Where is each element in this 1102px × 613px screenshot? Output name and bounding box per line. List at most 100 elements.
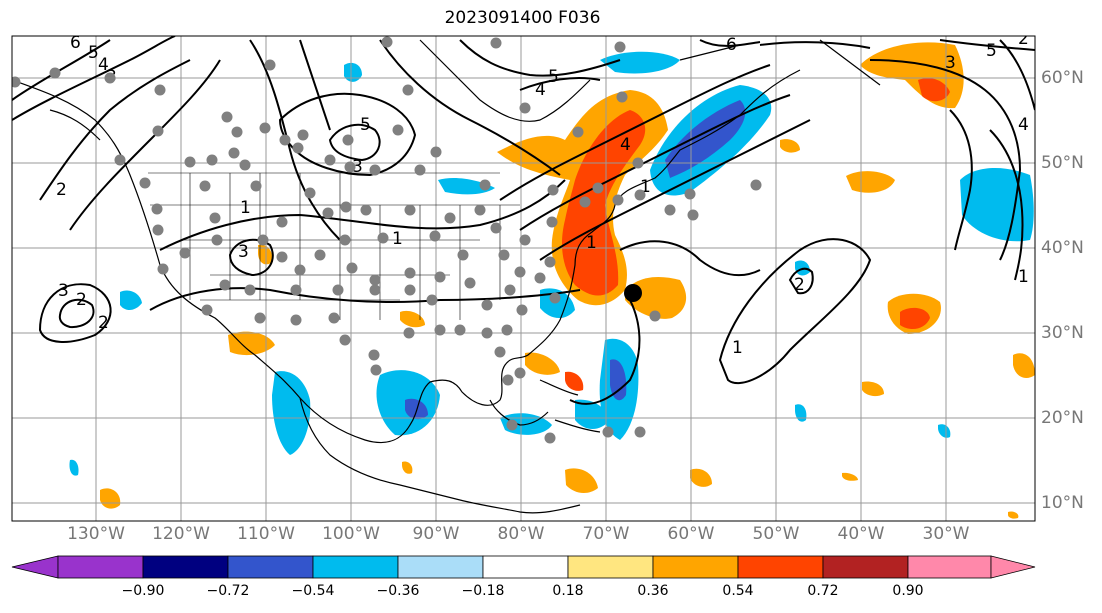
colorbar-bin: [312, 555, 399, 579]
positive-anomaly-region: [918, 78, 950, 102]
colorbar-bin: [567, 555, 654, 579]
longitude-label: 110°W: [237, 524, 295, 544]
colorbar-bin: [822, 555, 909, 579]
contour-lines: [12, 36, 1035, 405]
contour-label: 2: [76, 290, 87, 310]
contour-label: 1: [392, 229, 403, 249]
latitude-label: 50°N: [1041, 153, 1084, 173]
negative-anomaly-region: [69, 459, 79, 476]
contour-label: 1: [732, 338, 743, 358]
colorbar-bin: [397, 555, 484, 579]
contour-label: 5: [548, 67, 559, 87]
colorbar-tick-label: −0.72: [206, 583, 250, 599]
positive-anomaly-region: [565, 468, 598, 494]
contour-label: 3: [238, 242, 249, 262]
colorbar-tick-label: −0.36: [376, 583, 420, 599]
longitude-label: 70°W: [582, 524, 630, 544]
negative-anomaly-region: [795, 404, 807, 422]
contour-label: 4: [98, 55, 109, 75]
positive-anomaly-region: [625, 277, 687, 319]
contour-label: 2: [794, 275, 805, 295]
negative-anomaly-region: [575, 399, 610, 429]
station-dots: [12, 36, 762, 444]
map-frame: [11, 35, 1036, 522]
positive-anomaly-region: [690, 468, 712, 487]
longitude-label: 30°W: [922, 524, 970, 544]
contour-label: 3: [58, 281, 69, 301]
negative-anomaly-region: [960, 168, 1034, 242]
positive-anomaly-region: [525, 352, 560, 375]
positive-anomaly-region: [565, 371, 584, 391]
colorbar-extend-max: [990, 555, 1036, 579]
colorbar-extend-min: [11, 555, 59, 579]
contour-label: 1: [240, 198, 251, 218]
colorbar-tick-label: 0.72: [807, 583, 839, 599]
contour-label: 3: [945, 53, 956, 73]
positive-anomaly-region: [1008, 511, 1019, 519]
colorbar-tick-label: 0.18: [552, 583, 584, 599]
contour-label: 5: [986, 41, 997, 61]
negative-anomaly-region: [665, 100, 746, 178]
negative-anomaly-region: [938, 424, 951, 438]
negative-anomaly-region: [540, 288, 575, 319]
positive-anomaly-region: [846, 171, 895, 193]
contour-label: 2: [98, 313, 109, 333]
contour-label: 4: [1018, 115, 1029, 135]
colorbar-bin: [482, 555, 569, 579]
colorbar-tick-label: 0.54: [722, 583, 754, 599]
positive-anomaly-region: [562, 110, 646, 296]
colorbar-tick-label: −0.18: [461, 583, 505, 599]
figure-title: 2023091400 F036: [444, 8, 601, 28]
negative-anomaly-region: [600, 51, 680, 74]
colorbar-tick-label: −0.54: [291, 583, 335, 599]
longitude-label: 80°W: [497, 524, 545, 544]
graticule: [12, 36, 1035, 521]
positive-anomaly-region: [1013, 353, 1035, 379]
storm-center-marker: [624, 284, 642, 302]
colorbar-tick-label: 0.36: [637, 583, 669, 599]
positive-anomaly-region: [228, 331, 275, 356]
positive-anomaly-region: [100, 488, 121, 509]
latitude-label: 20°N: [1041, 408, 1084, 428]
negative-anomaly-region: [344, 62, 362, 82]
positive-anomaly-region: [900, 307, 930, 330]
contour-label: 2: [1018, 29, 1029, 49]
contour-label: 4: [535, 80, 546, 100]
latitude-label: 30°N: [1041, 323, 1084, 343]
longitude-label: 120°W: [152, 524, 210, 544]
positive-anomaly-region: [862, 381, 884, 397]
contour-label: 2: [56, 180, 67, 200]
colorbar-bin: [737, 555, 824, 579]
positive-anomaly-region: [402, 461, 413, 474]
longitude-label: 60°W: [667, 524, 715, 544]
colorbar-bin: [142, 555, 229, 579]
contour-label: 1: [640, 177, 651, 197]
colorbar-bin: [907, 555, 992, 579]
colorbar-tick-label: 0.90: [892, 583, 924, 599]
contour-label: 5: [360, 115, 371, 135]
contour-label: 6: [70, 33, 81, 53]
longitude-label: 40°W: [837, 524, 885, 544]
colorbar: [11, 555, 1036, 579]
negative-anomaly-region: [610, 359, 627, 401]
latitude-label: 10°N: [1041, 493, 1084, 513]
contour-label: 6: [726, 35, 737, 55]
positive-anomaly-region: [258, 244, 273, 265]
contour-label: 1: [586, 233, 597, 253]
contour-label: 4: [620, 135, 631, 155]
positive-anomaly-region: [842, 472, 858, 481]
positive-anomaly-region: [780, 139, 800, 153]
longitude-label: 100°W: [322, 524, 380, 544]
longitude-label: 130°W: [67, 524, 125, 544]
contour-label: 3: [352, 157, 363, 177]
contour-label: 1: [1018, 267, 1029, 287]
colorbar-bin: [652, 555, 739, 579]
negative-anomaly-region: [272, 371, 311, 455]
latitude-label: 40°N: [1041, 238, 1084, 258]
colorbar-bin: [57, 555, 144, 579]
contour-label: 5: [88, 43, 99, 63]
negative-anomaly-region: [120, 290, 142, 311]
positive-anomaly-region: [400, 310, 425, 328]
latitude-label: 60°N: [1041, 68, 1084, 88]
